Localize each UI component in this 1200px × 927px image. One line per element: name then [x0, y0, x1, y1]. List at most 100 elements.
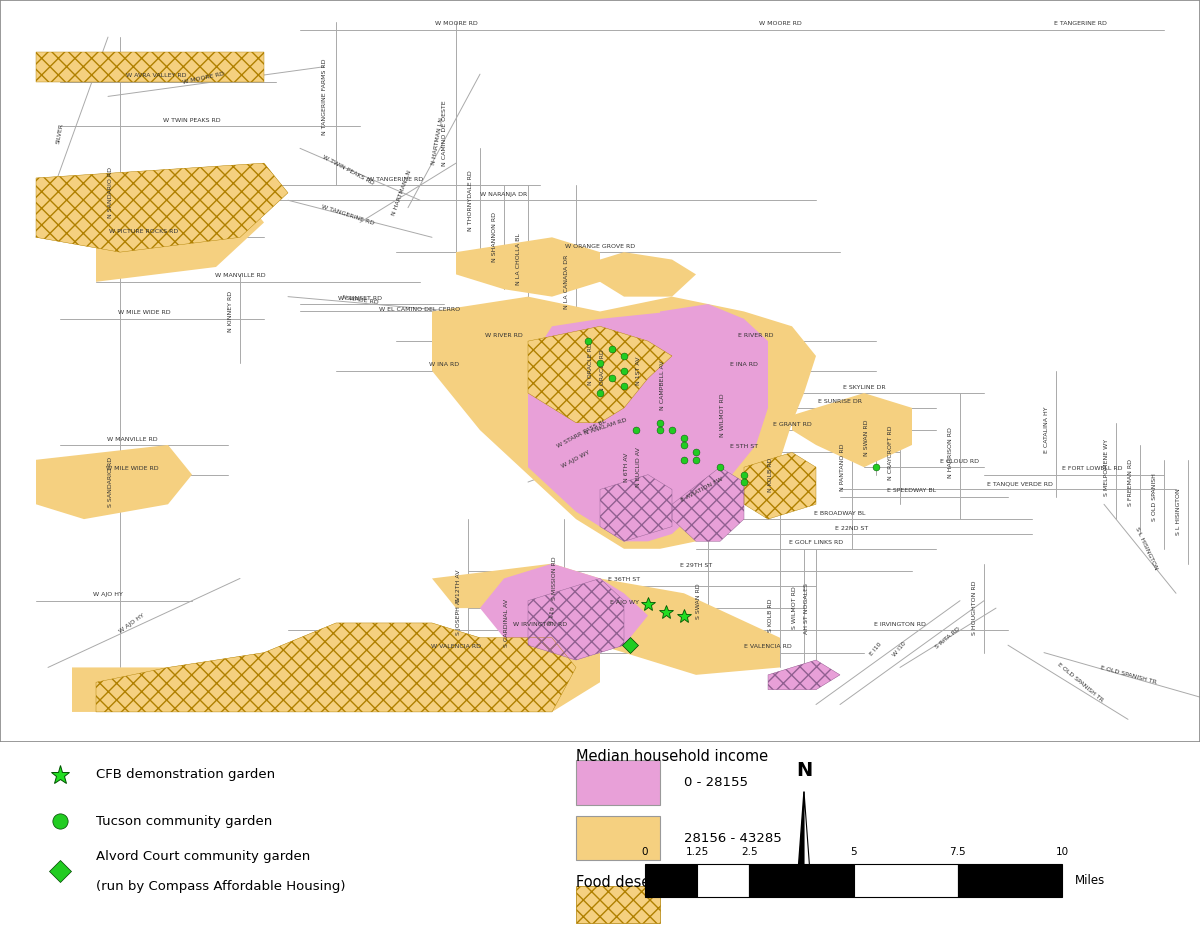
Text: N 6TH AV: N 6TH AV — [624, 452, 629, 482]
Polygon shape — [528, 326, 672, 423]
Text: S 12TH AV: S 12TH AV — [456, 569, 461, 603]
Text: S RITA RD: S RITA RD — [935, 626, 961, 650]
Text: SILVER: SILVER — [55, 122, 65, 145]
Polygon shape — [792, 393, 912, 467]
Text: W NARANJA DR: W NARANJA DR — [480, 192, 528, 197]
Text: E CLOUD RD: E CLOUD RD — [941, 459, 979, 464]
Text: N HARRISON RD: N HARRISON RD — [948, 427, 953, 477]
Text: CFB demonstration garden: CFB demonstration garden — [96, 768, 275, 781]
Text: S JOSEPH AV: S JOSEPH AV — [456, 596, 461, 635]
Text: W MILE WIDE RD: W MILE WIDE RD — [118, 311, 170, 315]
Text: W RIVER RD: W RIVER RD — [485, 333, 523, 337]
Polygon shape — [96, 623, 576, 712]
Text: 0: 0 — [642, 847, 648, 857]
Text: Alvord Court community garden: Alvord Court community garden — [96, 850, 311, 863]
Text: N LA CANADA DR: N LA CANADA DR — [564, 255, 569, 309]
Text: N LA CHOLLA BL: N LA CHOLLA BL — [516, 234, 521, 286]
Text: W TWIN PEAKS RD: W TWIN PEAKS RD — [163, 118, 221, 122]
Text: N SANDARIO RD: N SANDARIO RD — [108, 167, 113, 219]
Text: S CARDINAL AV: S CARDINAL AV — [504, 599, 509, 647]
Polygon shape — [528, 578, 624, 660]
Text: S L HISINGTON: S L HISINGTON — [1134, 527, 1158, 571]
Text: N THORNYDALE RD: N THORNYDALE RD — [468, 170, 473, 231]
Text: 7.5: 7.5 — [949, 847, 966, 857]
Text: W MOORE RD: W MOORE RD — [758, 21, 802, 26]
Polygon shape — [432, 297, 816, 549]
Text: 2.5: 2.5 — [740, 847, 757, 857]
Text: S WILMOT RD: S WILMOT RD — [792, 587, 797, 629]
Text: E IRVINGTON RD: E IRVINGTON RD — [874, 622, 926, 627]
Polygon shape — [36, 445, 192, 519]
Text: E TANQUE VERDE RD: E TANQUE VERDE RD — [988, 481, 1052, 486]
Text: E I10: E I10 — [869, 641, 883, 656]
Polygon shape — [72, 623, 600, 712]
Text: S MELPOMENE WY: S MELPOMENE WY — [1104, 438, 1109, 496]
Text: W TWIN PEAKS RD: W TWIN PEAKS RD — [322, 155, 374, 186]
Bar — [697, 864, 749, 897]
Text: (run by Compass Affordable Housing): (run by Compass Affordable Housing) — [96, 880, 346, 893]
Polygon shape — [96, 193, 264, 282]
Text: W PICTURE ROCKS RD: W PICTURE ROCKS RD — [109, 229, 179, 234]
Text: N WADE RD: N WADE RD — [342, 296, 378, 305]
Text: 28156 - 43285: 28156 - 43285 — [684, 832, 781, 844]
Text: N HARTMAN LN: N HARTMAN LN — [431, 117, 445, 165]
Text: S MISSION RD: S MISSION RD — [552, 556, 557, 601]
Text: W AVRA VALLEY RD: W AVRA VALLEY RD — [126, 73, 186, 78]
Bar — [576, 886, 660, 923]
Text: E VALENCIA RD: E VALENCIA RD — [744, 644, 792, 649]
Text: W AJO HY: W AJO HY — [94, 592, 122, 597]
Polygon shape — [36, 52, 264, 82]
Text: N ORACLE RD: N ORACLE RD — [588, 342, 593, 385]
Text: W I10: W I10 — [893, 641, 907, 657]
Text: N HARTMAN LN: N HARTMAN LN — [391, 170, 413, 216]
Text: N SHANNON RD: N SHANNON RD — [492, 212, 497, 262]
Text: E 22ND ST: E 22ND ST — [835, 526, 869, 530]
Text: W MOORE RD: W MOORE RD — [434, 21, 478, 26]
Text: S SWAN RD: S SWAN RD — [696, 583, 701, 618]
Text: E SKYLINE DR: E SKYLINE DR — [842, 385, 886, 389]
Polygon shape — [576, 252, 696, 297]
Text: N ORACLE RD: N ORACLE RD — [600, 349, 605, 392]
Bar — [749, 864, 853, 897]
Text: E FORT LOWELL RD: E FORT LOWELL RD — [1062, 466, 1122, 471]
Text: N CAMPBELL AV: N CAMPBELL AV — [660, 361, 665, 411]
Text: W EL CAMINO DEL CERRO: W EL CAMINO DEL CERRO — [379, 308, 461, 312]
Polygon shape — [797, 792, 804, 886]
Polygon shape — [768, 660, 840, 690]
Text: E GOLF LINKS RD: E GOLF LINKS RD — [788, 540, 844, 545]
Text: N CAMINO DE OESTE: N CAMINO DE OESTE — [442, 101, 446, 166]
Text: W AJO WY: W AJO WY — [562, 451, 590, 469]
Text: W MOORE RD: W MOORE RD — [182, 71, 226, 84]
Text: S OLD SPANISH: S OLD SPANISH — [1152, 473, 1157, 521]
Bar — [576, 816, 660, 860]
Text: E AVIATION FW: E AVIATION FW — [680, 476, 724, 502]
Text: E OLD SPANISH TR: E OLD SPANISH TR — [1099, 665, 1157, 685]
Text: N ANKLAM RD: N ANKLAM RD — [584, 417, 628, 436]
Text: E SUNRISE DR: E SUNRISE DR — [818, 400, 862, 404]
Text: N WILMOT RD: N WILMOT RD — [720, 393, 725, 438]
Text: AH ST NOGALES: AH ST NOGALES — [804, 583, 809, 633]
Text: S KOLB RD: S KOLB RD — [768, 599, 773, 632]
Text: N KINNEY RD: N KINNEY RD — [228, 291, 233, 332]
Text: Food deserts: Food deserts — [576, 875, 670, 890]
Text: E INA RD: E INA RD — [730, 362, 758, 367]
Text: W TANGERINE RD: W TANGERINE RD — [322, 204, 374, 226]
Text: E 29TH ST: E 29TH ST — [680, 563, 712, 567]
Text: W TANGERINE RD: W TANGERINE RD — [368, 177, 424, 182]
Polygon shape — [660, 304, 744, 349]
Text: E AJO WY: E AJO WY — [610, 600, 638, 604]
Text: S L HISINGTON: S L HISINGTON — [1176, 489, 1181, 535]
Text: W MANVILLE RD: W MANVILLE RD — [107, 437, 157, 441]
Text: E GRANT RD: E GRANT RD — [773, 422, 811, 426]
Text: S FREEMAN RD: S FREEMAN RD — [1128, 459, 1133, 505]
Polygon shape — [432, 564, 780, 675]
Text: 5: 5 — [851, 847, 857, 857]
Text: E TANGERINE RD: E TANGERINE RD — [1054, 21, 1106, 26]
Text: W VALENCIA RD: W VALENCIA RD — [431, 644, 481, 649]
Polygon shape — [36, 163, 288, 252]
Text: W IRVINGTON RD: W IRVINGTON RD — [512, 622, 568, 627]
Polygon shape — [744, 452, 816, 519]
Polygon shape — [456, 237, 600, 297]
Text: W INA RD: W INA RD — [428, 362, 460, 367]
Text: E SPEEDWAY BL: E SPEEDWAY BL — [888, 489, 936, 493]
